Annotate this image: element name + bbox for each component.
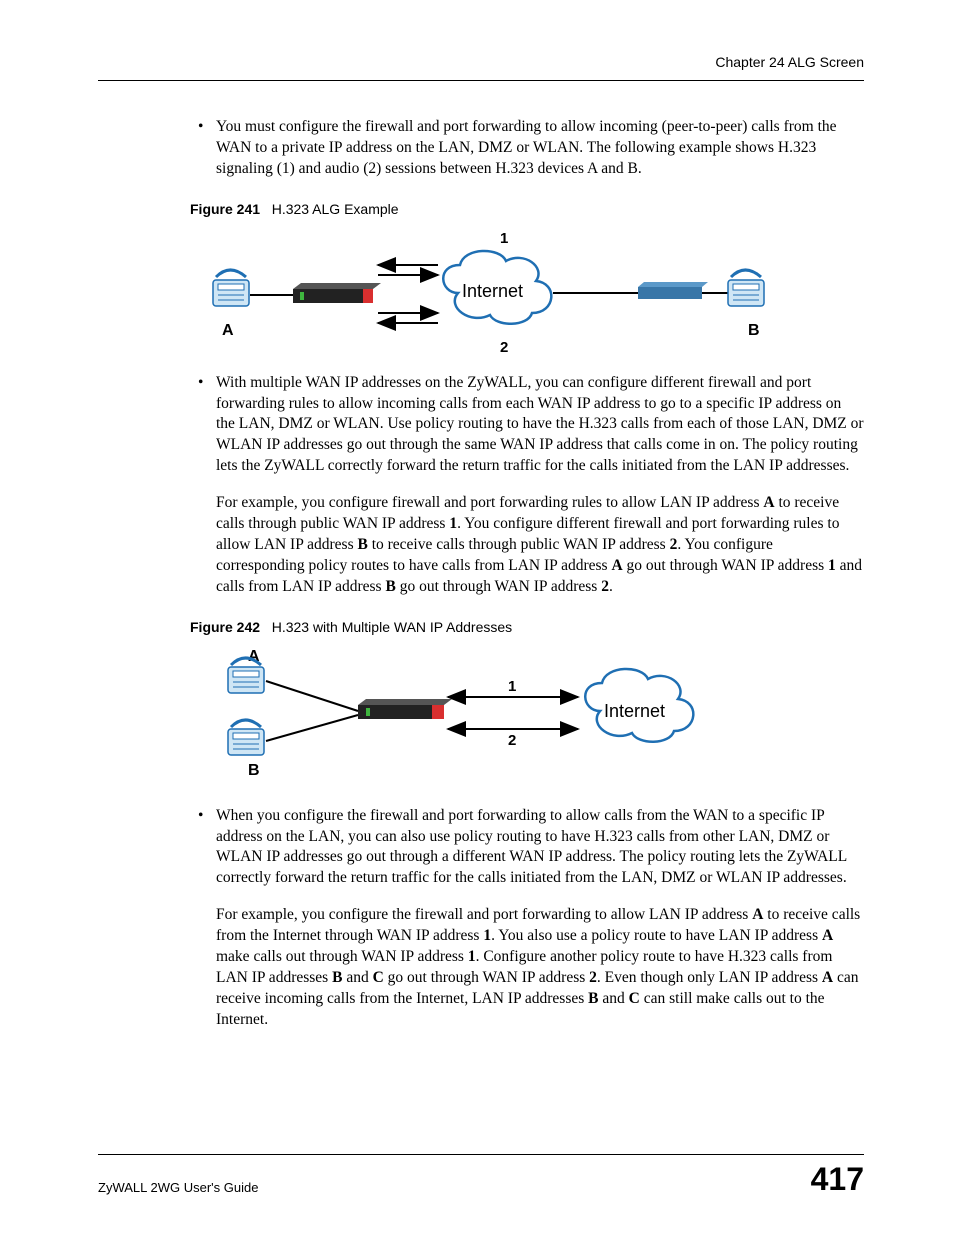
label-b: B — [248, 762, 260, 779]
diagram-h323-alg: A Internet 1 — [208, 225, 768, 360]
bullet-item: When you configure the firewall and port… — [198, 806, 864, 1031]
page-footer: ZyWALL 2WG User's Guide 417 — [98, 1154, 864, 1195]
bullet-list-3: When you configure the firewall and port… — [198, 806, 864, 1031]
figure-241: A Internet 1 — [208, 225, 864, 367]
page-header: Chapter 24 ALG Screen — [98, 54, 864, 81]
figure-caption-text: H.323 ALG Example — [272, 201, 399, 217]
internet-label: Internet — [604, 701, 665, 721]
figure-242-caption: Figure 242 H.323 with Multiple WAN IP Ad… — [190, 618, 864, 637]
page: Chapter 24 ALG Screen You must configure… — [0, 0, 954, 1235]
example-paragraph: For example, you configure the firewall … — [216, 905, 864, 1031]
chapter-title: Chapter 24 ALG Screen — [715, 54, 864, 70]
bullet-item: You must configure the firewall and port… — [198, 117, 864, 180]
label-a: A — [222, 322, 234, 339]
figure-caption-text: H.323 with Multiple WAN IP Addresses — [272, 619, 512, 635]
label-2: 2 — [508, 732, 516, 749]
label-b: B — [748, 322, 760, 339]
diagram-h323-multiwan: A B — [208, 643, 728, 793]
link-line — [266, 715, 358, 741]
figure-label: Figure 242 — [190, 619, 260, 635]
footer-page-number: 417 — [811, 1163, 864, 1195]
phone-a-icon — [228, 658, 264, 693]
bullet-text: When you configure the firewall and port… — [216, 807, 847, 887]
router-left-icon — [293, 283, 381, 303]
label-1: 1 — [500, 230, 508, 247]
bullet-list-1: You must configure the firewall and port… — [198, 117, 864, 180]
figure-242: A B — [208, 643, 864, 800]
bullet-item: With multiple WAN IP addresses on the Zy… — [198, 373, 864, 598]
figure-label: Figure 241 — [190, 201, 260, 217]
page-content: You must configure the firewall and port… — [98, 117, 864, 1031]
footer-guide-name: ZyWALL 2WG User's Guide — [98, 1180, 258, 1195]
phone-a-icon — [213, 270, 249, 306]
bullet-text: You must configure the firewall and port… — [216, 118, 837, 177]
router-icon — [358, 699, 452, 719]
bullet-list-2: With multiple WAN IP addresses on the Zy… — [198, 373, 864, 598]
link-line — [266, 681, 358, 711]
internet-label: Internet — [462, 281, 523, 301]
phone-b-icon — [728, 270, 764, 306]
bullet-text: With multiple WAN IP addresses on the Zy… — [216, 374, 864, 475]
figure-241-caption: Figure 241 H.323 ALG Example — [190, 200, 864, 219]
router-right-icon — [638, 282, 708, 299]
label-2: 2 — [500, 339, 508, 356]
label-1: 1 — [508, 678, 516, 695]
example-paragraph: For example, you configure firewall and … — [216, 493, 864, 598]
phone-b-icon — [228, 720, 264, 755]
